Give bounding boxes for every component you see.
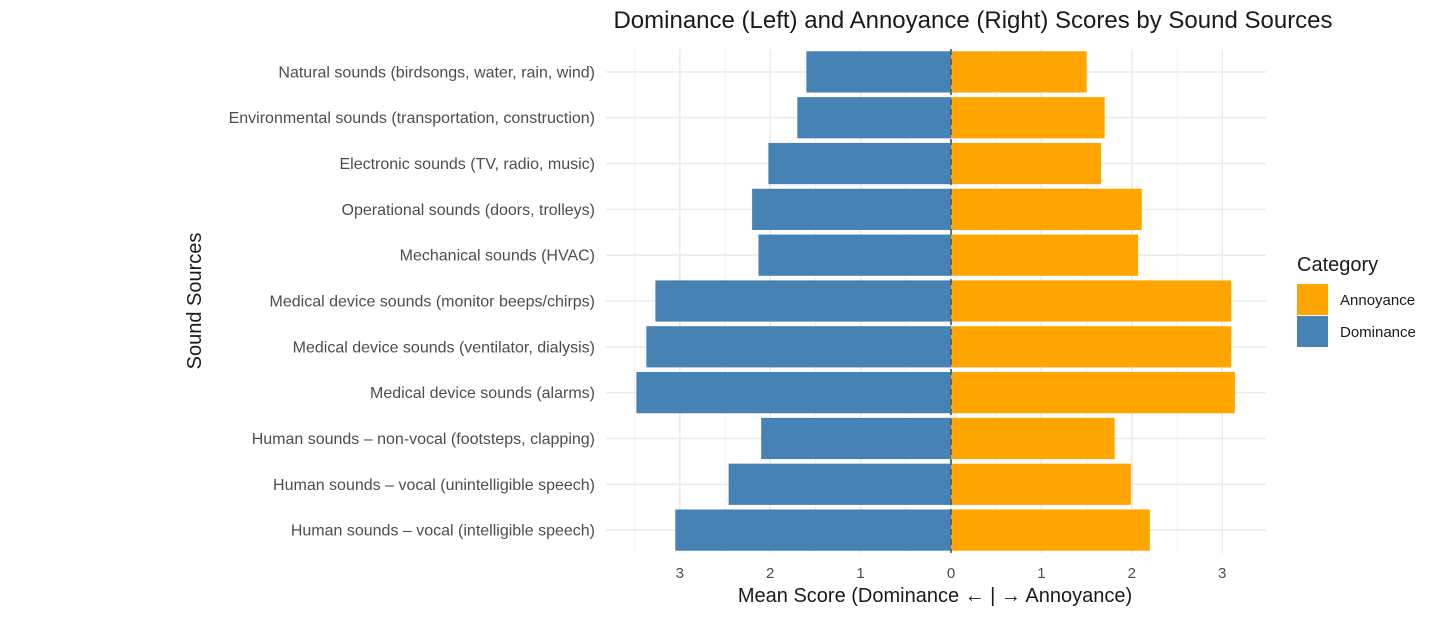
dominance-bar <box>806 51 951 93</box>
annoyance-bar <box>951 417 1115 460</box>
category-label: Human sounds – vocal (unintelligible spe… <box>273 477 595 494</box>
x-tick-label: 2 <box>1128 565 1136 582</box>
legend: Category Annoyance Dominance <box>1297 254 1416 347</box>
category-label: Human sounds – vocal (intelligible speec… <box>291 523 595 540</box>
annoyance-bar <box>951 326 1232 368</box>
chart-title: Dominance (Left) and Annoyance (Right) S… <box>613 7 1332 34</box>
annoyance-bar <box>951 372 1235 414</box>
annoyance-bar <box>951 280 1232 322</box>
dominance-bar <box>752 188 951 230</box>
annoyance-bar <box>951 97 1105 139</box>
legend-key-annoyance <box>1297 284 1328 315</box>
legend-label-dominance: Dominance <box>1340 324 1416 341</box>
legend-label-annoyance: Annoyance <box>1340 292 1415 309</box>
annoyance-bar <box>951 51 1087 93</box>
category-label: Medical device sounds (alarms) <box>370 385 595 402</box>
dominance-bar <box>636 372 951 414</box>
dominance-bar <box>646 326 951 368</box>
dominance-bar <box>758 234 951 276</box>
annoyance-bar <box>951 188 1142 230</box>
category-label: Electronic sounds (TV, radio, music) <box>339 156 595 173</box>
category-label: Human sounds – non-vocal (footsteps, cla… <box>252 431 595 448</box>
category-label: Mechanical sounds (HVAC) <box>400 248 595 265</box>
annoyance-bar <box>951 509 1150 551</box>
category-label: Medical device sounds (monitor beeps/chi… <box>270 294 595 311</box>
x-tick-label: 2 <box>766 565 774 582</box>
bars <box>636 51 1235 551</box>
annoyance-bar <box>951 463 1131 505</box>
y-axis-title: Sound Sources <box>184 233 206 370</box>
dominance-bar <box>761 417 951 460</box>
x-tick-labels: 3 2 1 0 1 2 3 <box>676 565 1227 582</box>
x-tick-label: 0 <box>947 565 955 582</box>
dominance-bar <box>655 280 951 322</box>
category-label: Medical device sounds (ventilator, dialy… <box>293 339 595 356</box>
category-label: Natural sounds (birdsongs, water, rain, … <box>278 64 595 81</box>
legend-key-dominance <box>1297 316 1328 347</box>
dominance-bar <box>728 463 951 505</box>
x-tick-label: 3 <box>676 565 684 582</box>
category-labels: Natural sounds (birdsongs, water, rain, … <box>229 64 595 539</box>
category-label: Operational sounds (doors, trolleys) <box>342 202 595 219</box>
x-axis-title: Mean Score (Dominance ← | → Annoyance) <box>738 585 1132 607</box>
x-tick-label: 3 <box>1218 565 1226 582</box>
x-tick-label: 1 <box>1037 565 1045 582</box>
dominance-bar <box>675 509 951 551</box>
dominance-bar <box>797 97 951 139</box>
annoyance-bar <box>951 234 1139 276</box>
legend-title: Category <box>1297 254 1378 276</box>
category-label: Environmental sounds (transportation, co… <box>229 110 595 127</box>
dominance-bar <box>768 142 951 185</box>
x-tick-label: 1 <box>856 565 864 582</box>
annoyance-bar <box>951 142 1102 185</box>
